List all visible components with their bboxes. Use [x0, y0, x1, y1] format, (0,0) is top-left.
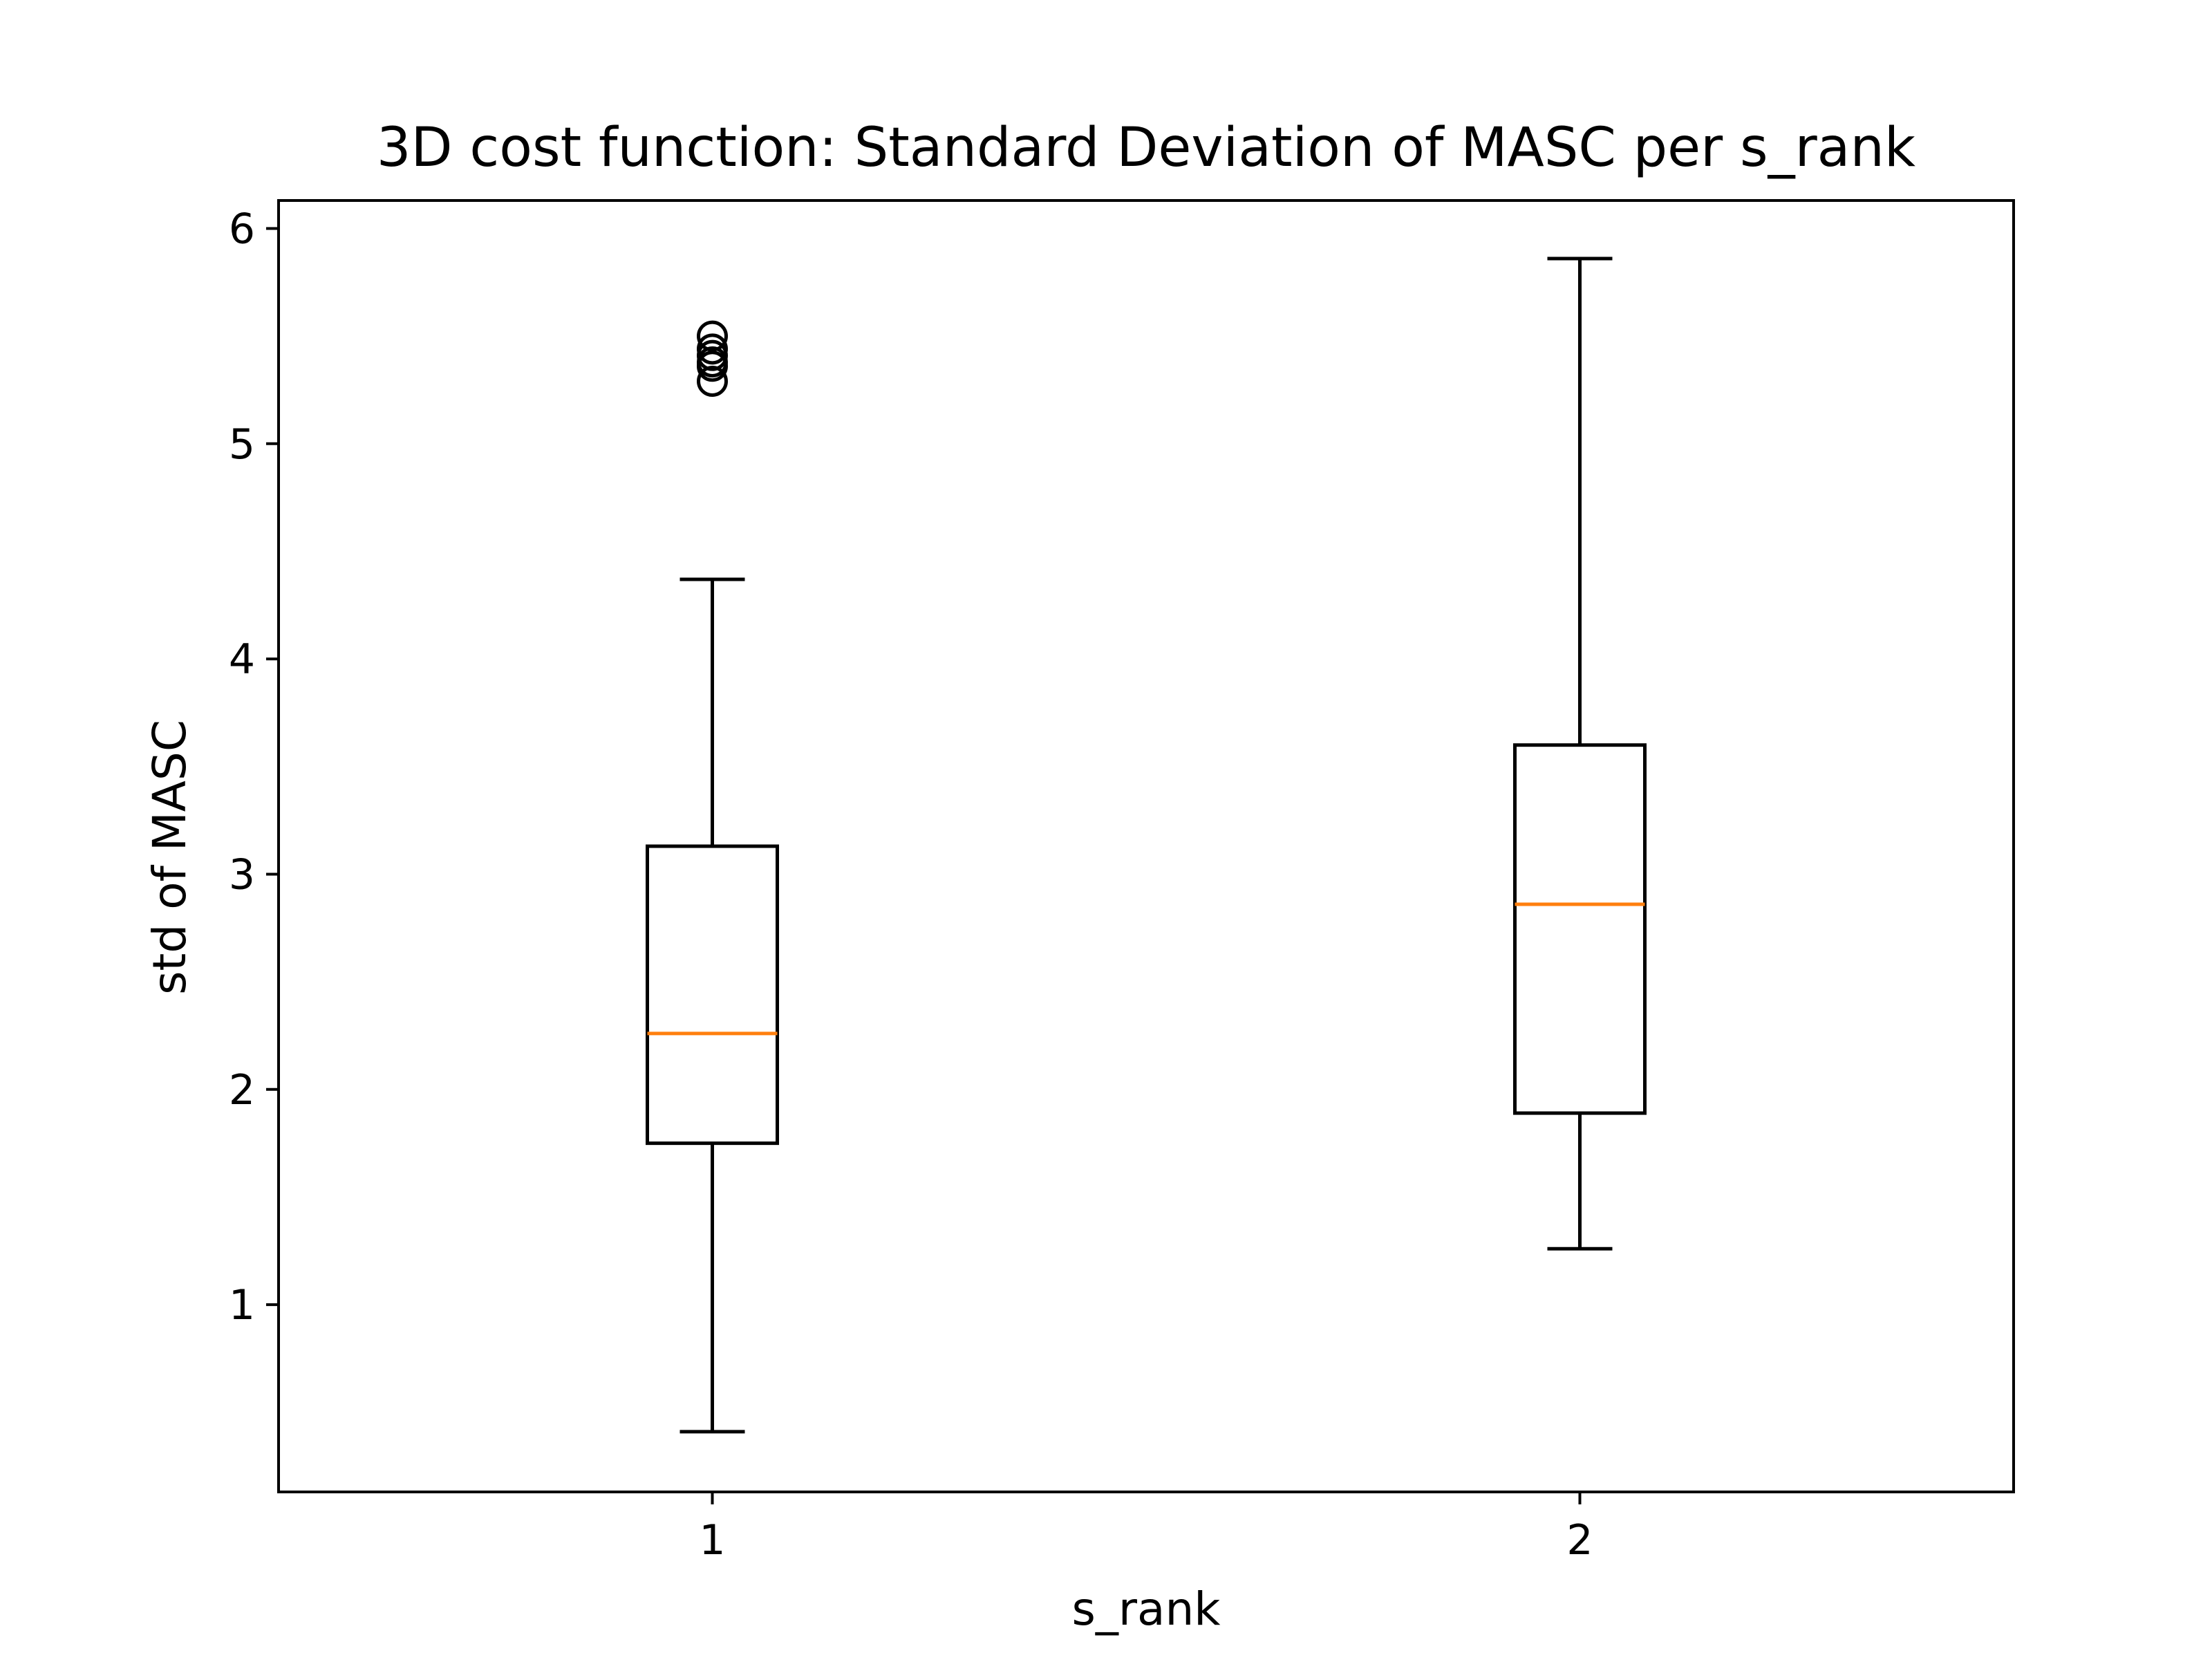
y-tick-label: 3 — [229, 850, 255, 899]
y-tick-label: 5 — [229, 420, 255, 469]
axes-frame — [277, 199, 2015, 1493]
outlier-point — [697, 333, 728, 365]
x-tick-label: 2 — [1566, 1516, 1593, 1565]
box-iqr — [1513, 743, 1647, 1115]
chart-title: 3D cost function: Standard Deviation of … — [377, 117, 1915, 179]
outlier-point — [697, 320, 728, 352]
plot-area: 1 2 3 4 5 6 1 2 — [229, 199, 2015, 1565]
x-axis-label: s_rank — [1071, 1582, 1221, 1636]
x-tick-label: 1 — [699, 1516, 725, 1565]
y-tick-label: 1 — [229, 1281, 255, 1329]
y-tick-label: 6 — [229, 205, 255, 253]
y-axis-label: std of MASC — [143, 720, 196, 995]
outlier-point — [697, 366, 728, 398]
y-tick-label: 4 — [229, 635, 255, 684]
y-tick-label: 2 — [229, 1066, 255, 1114]
box-iqr — [646, 844, 779, 1146]
